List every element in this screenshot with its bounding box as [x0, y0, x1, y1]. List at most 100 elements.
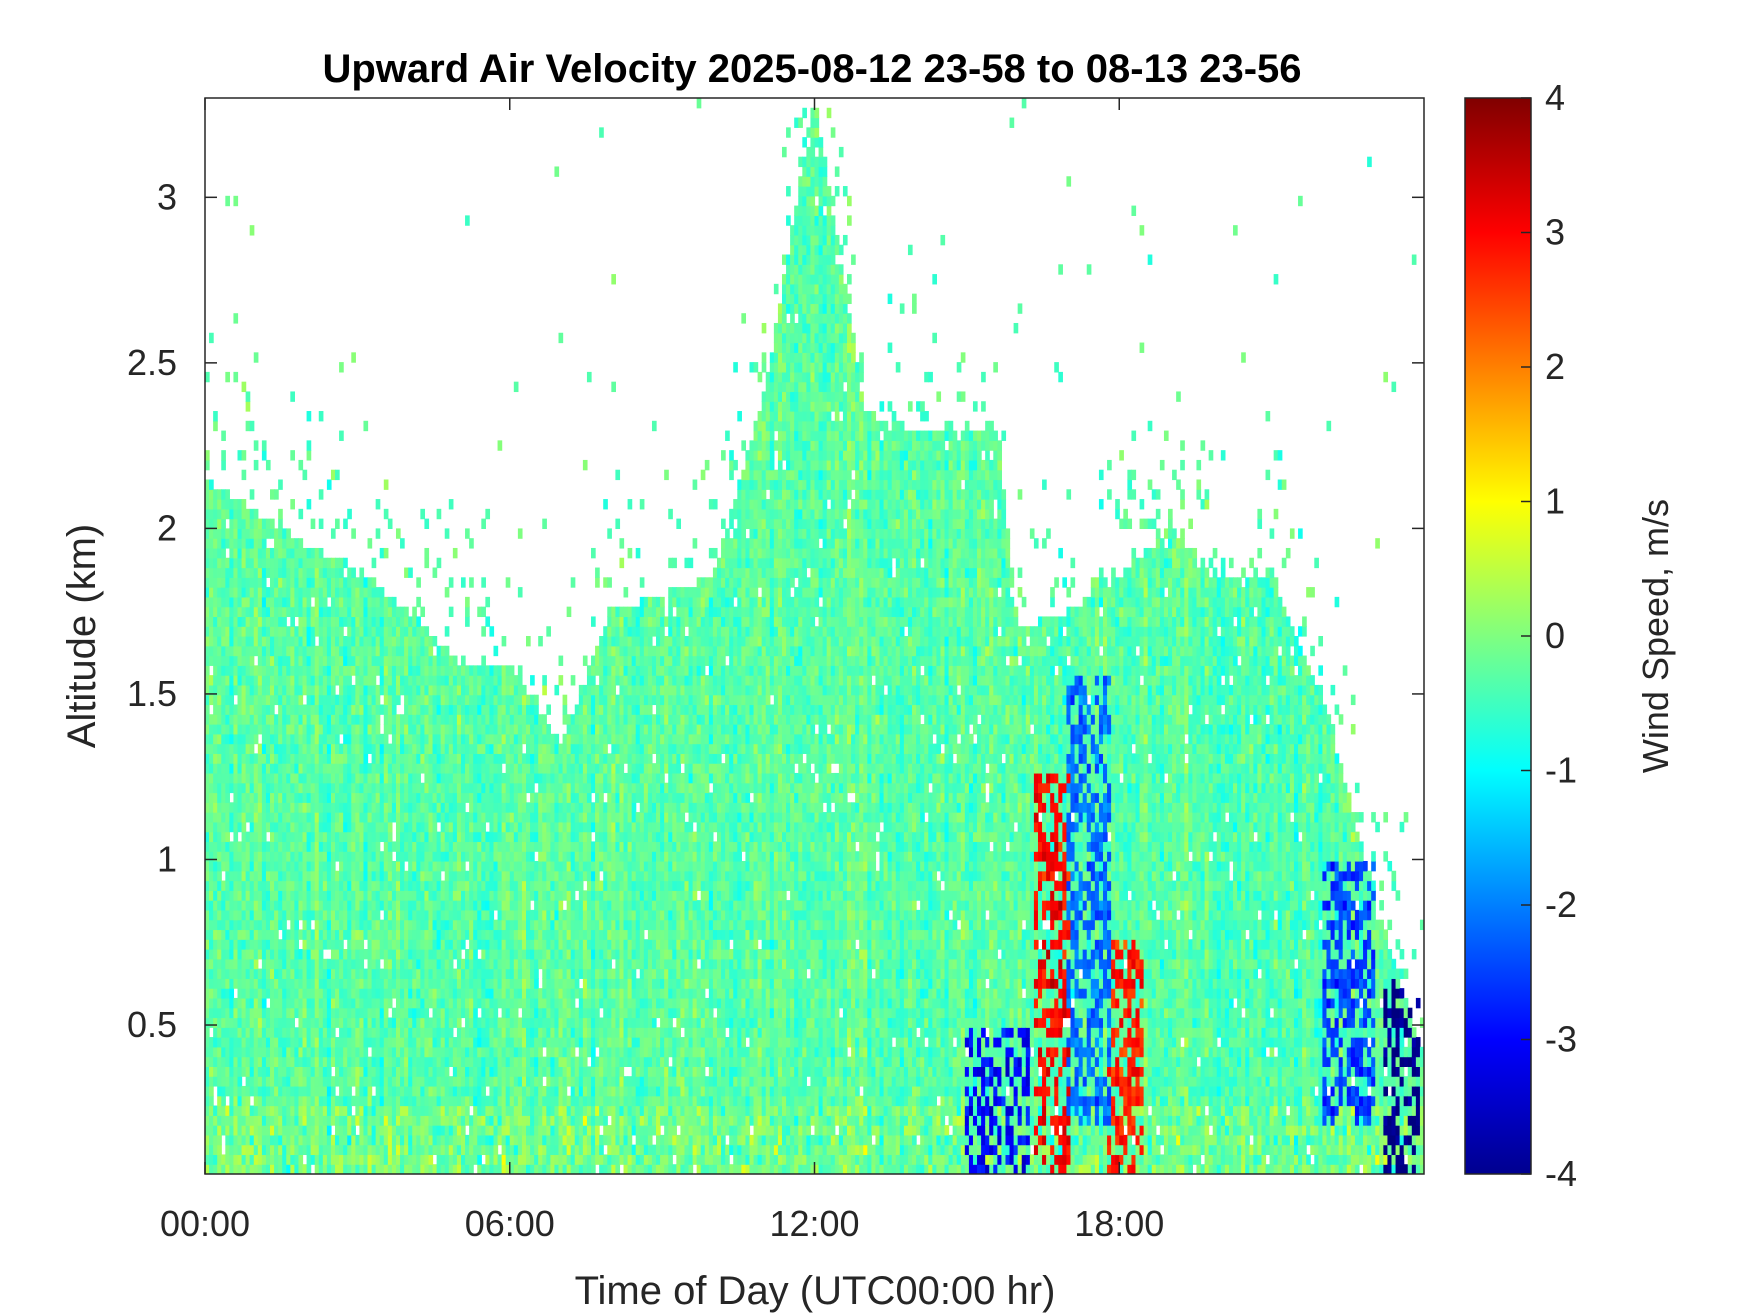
- heatmap-cell: [209, 724, 214, 735]
- heatmap-cell: [436, 1056, 442, 1067]
- heatmap-cell: [412, 675, 417, 686]
- plot-area: [204, 97, 1425, 1175]
- heatmap-cell: [448, 949, 454, 960]
- heatmap-cell: [505, 1076, 511, 1087]
- heatmap-cell: [310, 684, 316, 696]
- heatmap-cell: [217, 714, 222, 725]
- heatmap-cell: [420, 733, 426, 745]
- heatmap-cell: [318, 675, 324, 686]
- heatmap-cell: [270, 655, 275, 666]
- heatmap-cell: [274, 636, 279, 647]
- heatmap-cell: [412, 763, 417, 774]
- heatmap-cell: [400, 958, 405, 970]
- heatmap-cell: [505, 1115, 511, 1126]
- heatmap-cell: [538, 802, 543, 813]
- heatmap-cell: [424, 557, 430, 569]
- heatmap-cell: [290, 1027, 295, 1038]
- heatmap-cell: [221, 851, 226, 862]
- heatmap-cell: [217, 909, 222, 921]
- heatmap-cell: [416, 1125, 421, 1136]
- heatmap-cell: [416, 743, 421, 754]
- heatmap-cell: [460, 870, 466, 882]
- heatmap-cell: [302, 665, 308, 676]
- heatmap-cell: [513, 782, 519, 794]
- heatmap-cell: [245, 909, 251, 921]
- heatmap-cell: [229, 988, 235, 999]
- heatmap-cell: [241, 851, 247, 862]
- heatmap-cell: [322, 792, 328, 803]
- heatmap-cell: [261, 880, 267, 891]
- heatmap-cell: [294, 704, 300, 715]
- heatmap-cell: [489, 890, 495, 901]
- heatmap-cell: [383, 958, 389, 970]
- heatmap-cell: [391, 1085, 397, 1097]
- heatmap-cell: [526, 1007, 531, 1019]
- heatmap-cell: [213, 763, 218, 774]
- heatmap-cell: [395, 1164, 401, 1174]
- heatmap-cell: [460, 1144, 466, 1156]
- heatmap-cell: [359, 978, 365, 989]
- heatmap-cell: [465, 606, 470, 618]
- heatmap-cell: [318, 772, 324, 784]
- heatmap-cell: [237, 1085, 243, 1097]
- heatmap-cell: [351, 1046, 356, 1058]
- heatmap-cell: [326, 958, 332, 970]
- heatmap-cell: [322, 577, 328, 588]
- heatmap-cell: [282, 596, 287, 608]
- heatmap-cell: [440, 1007, 446, 1019]
- heatmap-cell: [460, 684, 466, 696]
- heatmap-cell: [517, 890, 523, 901]
- heatmap-cell: [330, 714, 336, 725]
- heatmap-cell: [465, 890, 470, 901]
- heatmap-cell: [391, 988, 397, 999]
- heatmap-cell: [493, 792, 499, 803]
- heatmap-cell: [440, 821, 446, 833]
- heatmap-cell: [436, 1066, 442, 1077]
- heatmap-cell: [294, 1046, 300, 1058]
- heatmap-cell: [469, 1046, 474, 1058]
- heatmap-cell: [412, 753, 417, 764]
- heatmap-cell: [270, 1105, 275, 1116]
- heatmap-cell: [302, 988, 308, 999]
- heatmap-cell: [489, 1066, 495, 1077]
- heatmap-cell: [330, 890, 336, 901]
- heatmap-cell: [257, 860, 263, 872]
- heatmap-cell: [229, 694, 235, 706]
- heatmap-cell: [209, 860, 214, 872]
- heatmap-cell: [294, 997, 300, 1009]
- heatmap-cell: [493, 821, 499, 833]
- heatmap-cell: [253, 939, 259, 950]
- heatmap-cell: [493, 919, 499, 931]
- heatmap-cell: [400, 675, 405, 686]
- heatmap-cell: [530, 997, 535, 1009]
- heatmap-cell: [330, 958, 336, 970]
- heatmap-cell: [452, 1056, 458, 1067]
- heatmap-cell: [209, 821, 214, 833]
- heatmap-cell: [387, 821, 393, 833]
- heatmap-cell: [290, 450, 295, 461]
- heatmap-cell: [343, 919, 348, 931]
- heatmap-cell: [513, 802, 519, 813]
- heatmap-cell: [343, 665, 348, 676]
- heatmap-cell: [343, 1027, 348, 1038]
- heatmap-cell: [481, 694, 486, 706]
- heatmap-cell: [521, 949, 527, 960]
- heatmap-cell: [245, 1037, 251, 1048]
- heatmap-cell: [326, 1046, 332, 1058]
- heatmap-cell: [485, 724, 491, 735]
- heatmap-cell: [306, 1125, 312, 1136]
- heatmap-cell: [526, 968, 531, 979]
- heatmap-cell: [460, 763, 466, 774]
- heatmap-cell: [513, 704, 519, 715]
- heatmap-cell: [416, 577, 421, 588]
- heatmap-cell: [452, 665, 458, 676]
- heatmap-cell: [326, 929, 332, 940]
- heatmap-cell: [424, 675, 430, 686]
- heatmap-cell: [444, 1056, 450, 1067]
- heatmap-cell: [343, 802, 348, 813]
- heatmap-cell: [530, 860, 535, 872]
- heatmap-cell: [371, 606, 377, 618]
- heatmap-cell: [306, 1037, 312, 1048]
- heatmap-cell: [460, 704, 466, 715]
- heatmap-cell: [432, 792, 438, 803]
